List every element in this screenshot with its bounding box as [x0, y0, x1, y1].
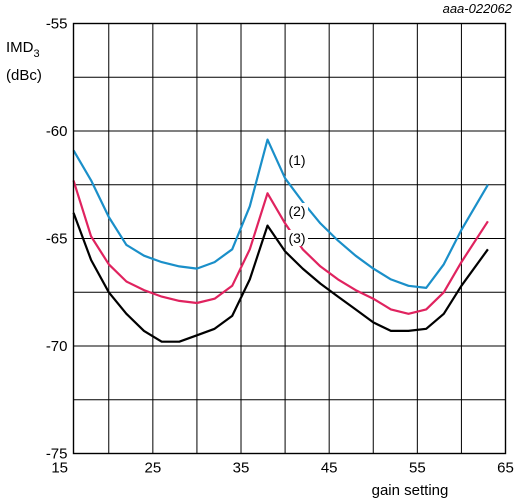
y-tick-label: -75 — [46, 446, 68, 463]
y-tick-label: -55 — [46, 16, 68, 33]
y-axis-unit: (dBc) — [6, 67, 42, 84]
plot-frame — [72, 22, 507, 455]
series-line-2 — [72, 180, 489, 315]
series-label-background — [286, 230, 308, 246]
x-tick-label: 65 — [497, 460, 514, 477]
y-tick-label: -60 — [46, 123, 68, 140]
x-tick-label: 25 — [145, 460, 162, 477]
x-tick-label: 55 — [409, 460, 426, 477]
x-tick-label: 15 — [51, 460, 68, 477]
y-axis-title: IMD3 — [6, 39, 40, 60]
series-label-1: (1) — [288, 152, 305, 168]
tick-labels: -75 -70 -65 -60 -55 15 25 35 45 55 65 — [46, 16, 514, 477]
series-layer: (1) (2) (3) — [72, 138, 489, 343]
x-tick-label: 35 — [233, 460, 250, 477]
series-line-1 — [72, 138, 489, 289]
series-line-3 — [72, 212, 489, 343]
x-tick-label: 45 — [321, 460, 338, 477]
document-id: aaa-022062 — [443, 1, 513, 16]
series-label-3: (3) — [288, 230, 305, 246]
y-tick-label: -65 — [46, 231, 68, 248]
x-axis-title: gain setting — [372, 482, 449, 499]
series-label-background — [286, 203, 308, 219]
series-label-2: (2) — [288, 203, 305, 219]
y-tick-label: -70 — [46, 338, 68, 355]
series-label-background — [286, 152, 308, 168]
